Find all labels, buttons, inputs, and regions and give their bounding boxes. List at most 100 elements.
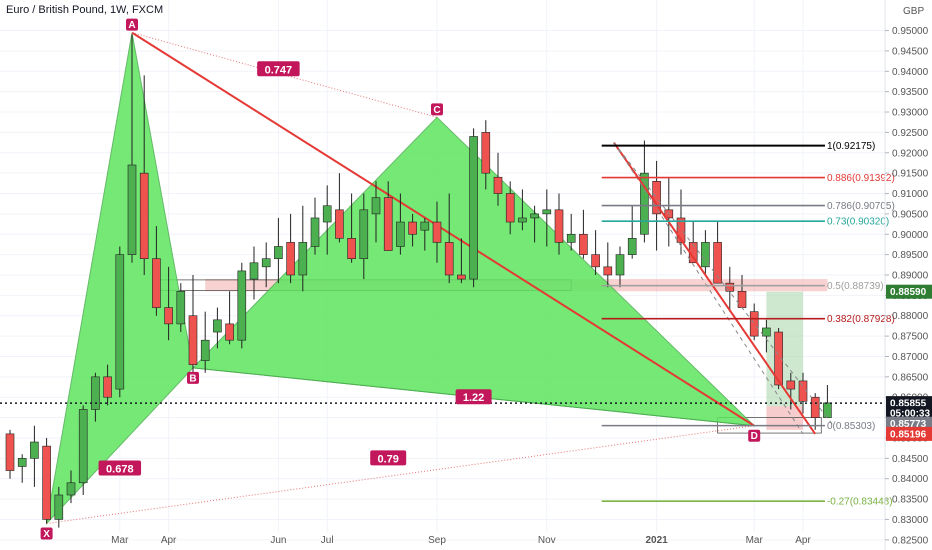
candle — [176, 283, 186, 333]
candle — [469, 128, 478, 288]
candle-body — [518, 217, 527, 223]
fib-label: 0(0.85303) — [827, 421, 875, 432]
symbol-title: Euro / British Pound, 1W, FXCM — [6, 4, 163, 16]
candle-body — [322, 205, 332, 223]
candle — [42, 437, 51, 524]
candle-body — [566, 233, 576, 243]
candle-body — [420, 221, 430, 231]
candle — [615, 246, 625, 288]
candle-body — [823, 402, 832, 418]
y-tick-label: 0.92000 — [892, 148, 929, 159]
stop-zone — [766, 406, 803, 430]
y-tick-label: 0.95000 — [892, 26, 929, 37]
candle-body — [261, 258, 271, 268]
x-tick-label: Jul — [321, 535, 334, 546]
candle-body — [737, 290, 747, 308]
candle — [725, 266, 735, 312]
candle — [396, 193, 405, 255]
candle-body — [54, 494, 64, 520]
point-badge — [431, 103, 443, 116]
point-label: C — [433, 105, 440, 116]
candle-body — [640, 172, 649, 235]
candle — [261, 242, 271, 288]
candle-body — [237, 270, 247, 341]
candle-body — [481, 132, 491, 174]
candle — [310, 197, 320, 255]
y-tick-label: 0.84500 — [892, 454, 929, 465]
y-tick-label: 0.89000 — [892, 271, 929, 282]
candle-body — [457, 274, 466, 280]
candle — [249, 246, 259, 300]
candle — [30, 425, 39, 487]
point-badge — [187, 371, 199, 384]
ratio-badge — [98, 460, 142, 476]
candle — [701, 230, 710, 275]
candle-body — [762, 327, 771, 337]
candle — [762, 319, 771, 353]
candle-body — [115, 254, 125, 390]
x-tick-label: 2021 — [645, 535, 668, 546]
price-tag-label: 0.85196 — [890, 429, 927, 440]
candle — [164, 266, 173, 341]
candle — [115, 246, 125, 398]
candle-body — [286, 242, 295, 276]
x-tick-label: Jun — [270, 535, 286, 546]
candle — [152, 226, 161, 316]
pattern-annotations: X A B C D 0.678 0.747 1.22 0.79 — [40, 18, 761, 540]
y-tick-label: 0.91500 — [892, 169, 929, 180]
candle — [200, 311, 210, 373]
y-tick-label: 0.90500 — [892, 209, 929, 220]
fib-label: 0.786(0.90705) — [827, 201, 895, 212]
candle-body — [798, 380, 808, 402]
candle — [505, 181, 515, 235]
candle — [286, 213, 295, 284]
candle-body — [615, 254, 625, 276]
time-axis[interactable]: Mar Apr Jun Jul Sep Nov 2021 Mar Apr — [111, 535, 811, 546]
fib-levels: 1(0.92175) 0.886(0.91392) 0.786(0.90705) 0.… — [0, 141, 895, 508]
candle — [298, 205, 308, 292]
candlesticks — [5, 34, 832, 528]
candle-body — [30, 441, 39, 459]
y-tick-label: 0.93000 — [892, 108, 929, 119]
x-tick-label: Sep — [428, 535, 446, 546]
ad-line — [131, 31, 755, 427]
candle — [530, 205, 539, 243]
candle-body — [5, 433, 15, 471]
point-label: D — [751, 431, 758, 442]
candle-body — [749, 311, 759, 337]
point-label: B — [189, 373, 196, 384]
price-tag — [886, 426, 932, 441]
candle-body — [493, 176, 503, 194]
candle-body — [42, 445, 51, 520]
candle — [542, 189, 552, 247]
candle-body — [127, 164, 137, 255]
candle-body — [432, 221, 442, 243]
candle-body — [91, 376, 100, 410]
currency-label: GBP — [903, 6, 924, 17]
candle — [640, 140, 649, 243]
ratio-badge — [455, 389, 492, 405]
candle — [579, 209, 588, 259]
candle-body — [774, 331, 783, 386]
candle-body — [66, 482, 76, 496]
y-tick-label: 0.87500 — [892, 332, 929, 343]
candle — [54, 486, 64, 528]
candle-body — [225, 323, 234, 341]
fib-label: 0.73(0.90320) — [827, 217, 889, 228]
candle-body — [188, 315, 198, 365]
y-tick-label: 0.89500 — [892, 250, 929, 261]
candle — [676, 189, 686, 255]
point-label: A — [128, 20, 135, 31]
ratio-label: 0.79 — [377, 453, 398, 465]
candle-body — [17, 458, 27, 467]
candle — [359, 193, 369, 280]
ratio-label: 0.678 — [106, 464, 134, 476]
candle — [823, 385, 832, 418]
candle — [347, 193, 356, 263]
candle-body — [298, 242, 308, 276]
candle — [78, 405, 88, 495]
candle — [420, 217, 430, 251]
y-tick-label: 0.88000 — [892, 311, 929, 322]
channel-line — [613, 142, 804, 435]
